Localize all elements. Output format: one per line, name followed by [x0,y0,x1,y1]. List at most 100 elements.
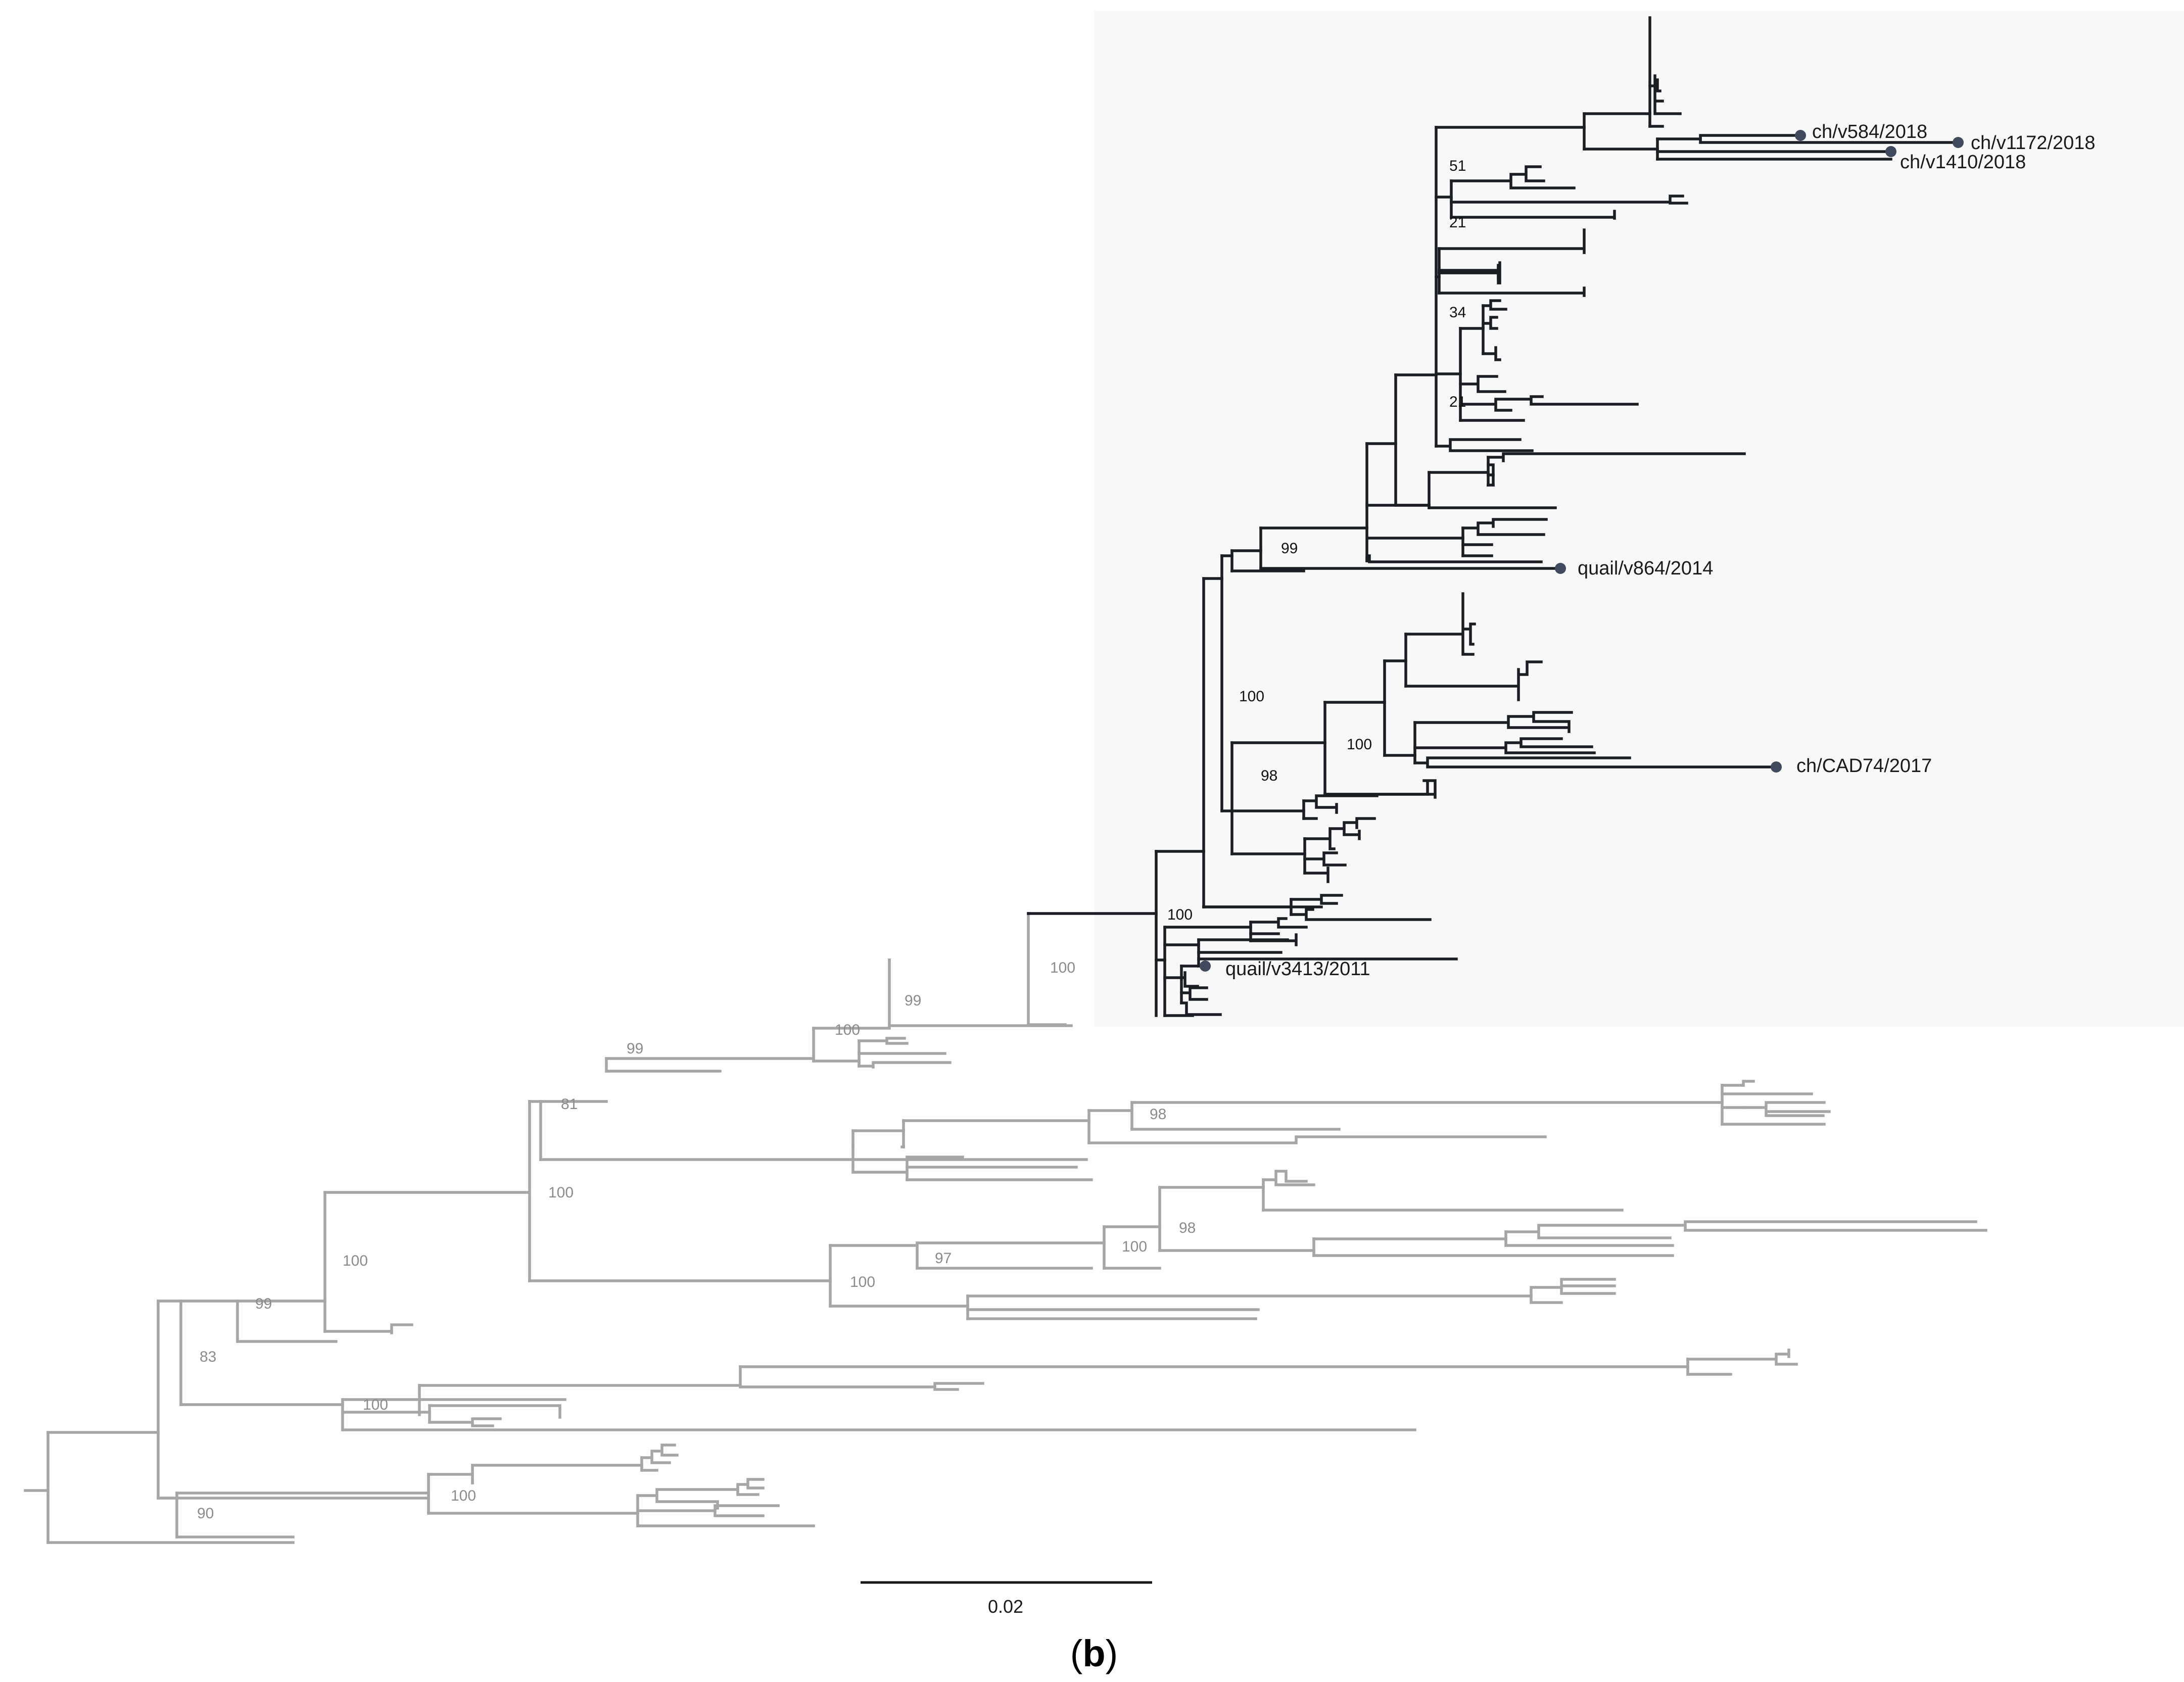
highlighted-branches [1027,16,1960,1017]
tree-branch [1303,817,1376,850]
bootstrap-value: 100 [1239,688,1264,705]
tree-branch [636,1504,780,1517]
bootstrap-value: 21 [1449,214,1466,231]
tree-branch [1504,1220,1987,1247]
tip-label: quail/v3413/2011 [1225,958,1370,980]
tree-branch [1323,781,1429,796]
bootstrap-value: 97 [935,1250,952,1267]
scale-bar-label: 0.02 [988,1596,1023,1617]
tree-branch [1560,1278,1616,1295]
tree-branch [640,1444,679,1472]
bootstrap-value: 99 [905,992,921,1009]
bootstrap-value: 99 [627,1040,643,1057]
tree-branch [1721,1084,1826,1126]
tip-label: ch/v584/2018 [1812,121,1927,142]
tree-branch [1450,210,1616,220]
tree-branch [428,1404,561,1419]
tip-marker-ch-cad74-2017 [1771,761,1782,773]
tree-branch [1290,908,1432,921]
bootstrap-value: 98 [1179,1220,1196,1236]
bootstrap-value: 90 [197,1505,214,1522]
tree-branch [1438,261,1501,284]
tree-branch [1413,756,1778,768]
tree-branch [1648,74,1682,128]
tip-markers [1200,130,1964,972]
bootstrap-value: 100 [548,1184,574,1201]
panel-label-letter: b [1082,1632,1105,1674]
tree-branch [739,1382,984,1391]
tip-label: ch/v1172/2018 [1971,132,2096,154]
tree-branch [1303,851,1347,867]
tree-branch [1438,264,1500,284]
bootstrap-value: 100 [343,1253,368,1269]
tip-label: quail/v864/2014 [1578,558,1713,579]
tree-branch [1459,395,1639,412]
bootstrap-value: 100 [1167,906,1193,923]
tree-branch [1459,375,1506,393]
tree-branch [906,1156,1093,1181]
panel-label: (b) [1070,1632,1118,1674]
tree-branch [1742,1080,1755,1087]
tree-branch [390,1323,413,1334]
tree-branch [1413,737,1596,754]
scale-bar: 0.02 [861,1581,1152,1617]
tree-branch [1413,711,1573,733]
bootstrap-value: 100 [451,1487,476,1504]
highlighted-clade-panel [1094,11,2184,1027]
tree-branch [1197,938,1458,968]
tree-branch [1303,867,1330,883]
tip-marker-quail-v3413-2011 [1200,960,1211,972]
bootstrap-labels-background: 100 99 100 99 81 100 98 100 98 97 100 10… [197,959,1196,1522]
bootstrap-value: 100 [1050,959,1075,976]
bootstrap-value: 100 [850,1274,875,1290]
tree-branch [1482,299,1507,311]
tree-branch [1487,452,1746,487]
bootstrap-value: 100 [1347,736,1372,753]
tree-branch [1482,316,1498,330]
tip-marker-ch-v1410-2018 [1885,146,1896,157]
tree-branch [1435,438,1534,452]
bootstrap-labels-highlighted: 51 21 34 21 99 100 100 98 100 [1167,158,1466,923]
tip-marker-quail-v864-2014 [1555,563,1566,574]
bootstrap-value: 100 [835,1022,860,1038]
bootstrap-value: 83 [200,1349,216,1365]
tree-branch [1290,894,1343,905]
bootstrap-value: 99 [1281,540,1298,557]
tree-branch [1262,1170,1624,1212]
panel-label-close: ) [1106,1632,1118,1674]
bootstrap-value: 34 [1449,304,1466,321]
background-branches [24,912,1987,1544]
bootstrap-value: 98 [1261,767,1277,784]
tree-branch [1087,1135,1547,1144]
tree-branch [1180,986,1208,1001]
tree-branch [1180,965,1204,988]
tree-branch [1699,134,1960,144]
tip-marker-ch-v1172-2018 [1953,137,1964,148]
tree-branch [636,1478,765,1510]
tree-branch [1450,165,1688,205]
tree-branch [1249,917,1308,946]
tree-branch [428,1417,502,1427]
tree-branch [1742,1101,1831,1117]
tree-branch [858,1052,952,1069]
bootstrap-value: 51 [1449,158,1466,174]
bootstrap-value: 100 [363,1397,388,1413]
panel-label-open: ( [1070,1632,1083,1674]
tree-branch [1365,554,1543,563]
tip-label: ch/CAD74/2017 [1796,755,1932,777]
tree-branch [1530,1286,1563,1304]
tree-branch [1461,518,1548,557]
tree-branch [1404,592,1476,656]
bootstrap-value: 21 [1449,394,1466,410]
tree-branch [1686,1349,1798,1376]
tree-branch [858,1037,909,1045]
tree-branch [1404,660,1543,701]
bootstrap-value: 81 [561,1096,578,1113]
bootstrap-value: 98 [1150,1106,1166,1123]
bootstrap-value: 99 [255,1295,272,1312]
tree-branch [1302,794,1379,814]
tip-marker-ch-v584-2018 [1795,130,1806,141]
tree-branch [966,1308,1260,1320]
tip-labels: ch/v584/2018 ch/v1172/2018 ch/v1410/2018… [1225,121,2096,980]
